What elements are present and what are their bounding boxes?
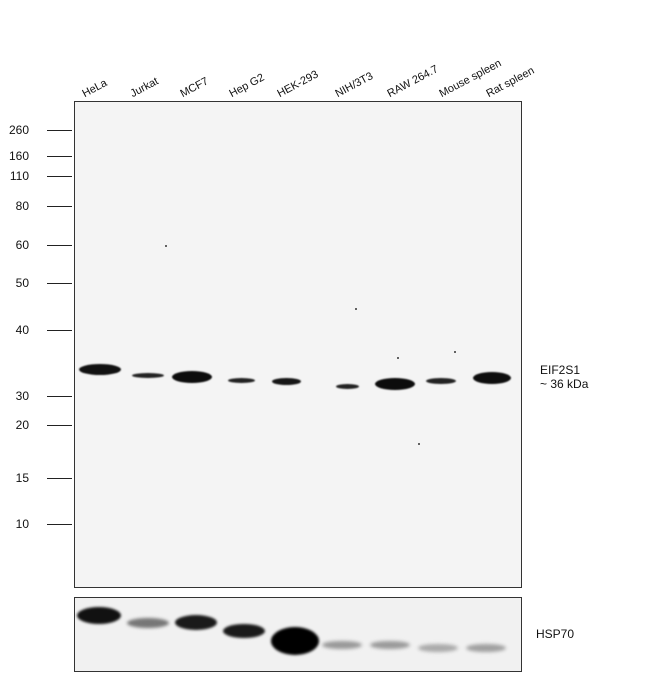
eif2s1-blot-panel [74,101,522,588]
protein-band [418,644,458,652]
protein-band [228,378,255,383]
target-size: ~ 36 kDa [540,377,589,391]
lane-label: NIH/3T3 [333,70,376,100]
hsp70-blot-panel [74,597,522,672]
mw-marker-label: 30 [15,389,29,403]
protein-band [77,607,121,624]
mw-marker-tick [47,478,72,479]
protein-band [132,373,164,378]
protein-band [175,615,217,630]
mw-marker-tick [47,330,72,331]
mw-marker-tick [47,524,72,525]
mw-marker-tick [47,130,72,131]
protein-band [473,372,511,384]
protein-band [322,641,362,649]
speck [418,443,420,445]
mw-marker-label: 60 [15,238,29,252]
protein-band [172,371,212,383]
target-label: EIF2S1 ~ 36 kDa [540,363,588,391]
lane-label: MCF7 [178,75,211,100]
mw-marker-tick [47,245,72,246]
mw-marker-label: 10 [15,517,29,531]
protein-band [466,644,506,652]
protein-band [79,364,121,375]
target-name: EIF2S1 [540,363,581,377]
mw-marker-label: 260 [8,123,29,137]
mw-marker-tick [47,425,72,426]
mw-marker-tick [47,283,72,284]
mw-marker-label: 50 [15,276,29,290]
speck [355,308,357,310]
protein-band [375,378,415,390]
mw-marker-label: 40 [15,323,29,337]
mw-marker-tick [47,156,72,157]
mw-marker-label: 110 [9,169,29,183]
lane-label: HEK-293 [275,68,321,100]
protein-band [223,624,265,638]
mw-marker-label: 160 [8,149,29,163]
protein-band [272,378,301,385]
mw-marker-tick [47,206,72,207]
lane-label: Hep G2 [227,71,267,100]
loading-control-label: HSP70 [536,627,575,641]
lane-label: HeLa [80,77,110,100]
mw-marker-tick [47,396,72,397]
mw-marker-label: 15 [15,471,29,485]
protein-band [426,378,456,384]
mw-marker-label: 20 [15,418,29,432]
protein-band [336,384,359,389]
mw-marker-label: 80 [15,199,29,213]
mw-marker-tick [47,176,72,177]
speck [165,245,167,247]
lane-label: RAW 264.7 [385,63,441,100]
protein-band [271,627,319,655]
lane-label: Jurkat [128,75,161,100]
speck [454,351,456,353]
protein-band [370,641,410,649]
speck [397,357,399,359]
protein-band [127,618,169,628]
